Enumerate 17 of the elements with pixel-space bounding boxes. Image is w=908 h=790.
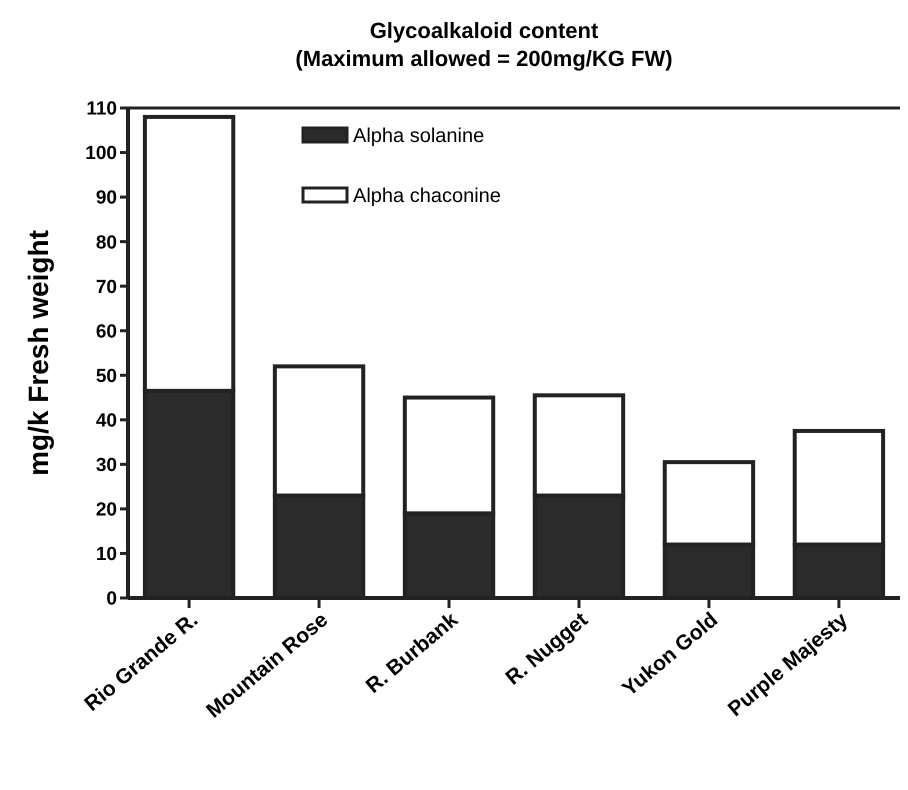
- y-tick-label: 80: [96, 232, 117, 254]
- y-tick-label: 100: [85, 143, 117, 164]
- legend-label: Alpha chaconine: [353, 185, 501, 207]
- y-tick-label: 110: [86, 98, 117, 120]
- y-tick-label: 40: [96, 410, 117, 432]
- legend-label: Alpha solanine: [353, 125, 484, 147]
- y-tick-label: 60: [96, 321, 117, 342]
- y-tick-label: 10: [96, 544, 117, 566]
- y-tick-label: 90: [96, 188, 117, 209]
- y-tick-label: 50: [96, 366, 117, 387]
- y-tick-label: 20: [96, 500, 117, 521]
- y-tick-label: 30: [96, 455, 117, 476]
- y-tick-label: 70: [96, 276, 117, 298]
- chart-title: Glycoalkaloid content: [370, 18, 599, 43]
- y-tick-label: 0: [106, 588, 117, 610]
- y-axis-title: mg/k Fresh weight: [23, 230, 54, 476]
- chart-subtitle: (Maximum allowed = 200mg/KG FW): [295, 46, 673, 71]
